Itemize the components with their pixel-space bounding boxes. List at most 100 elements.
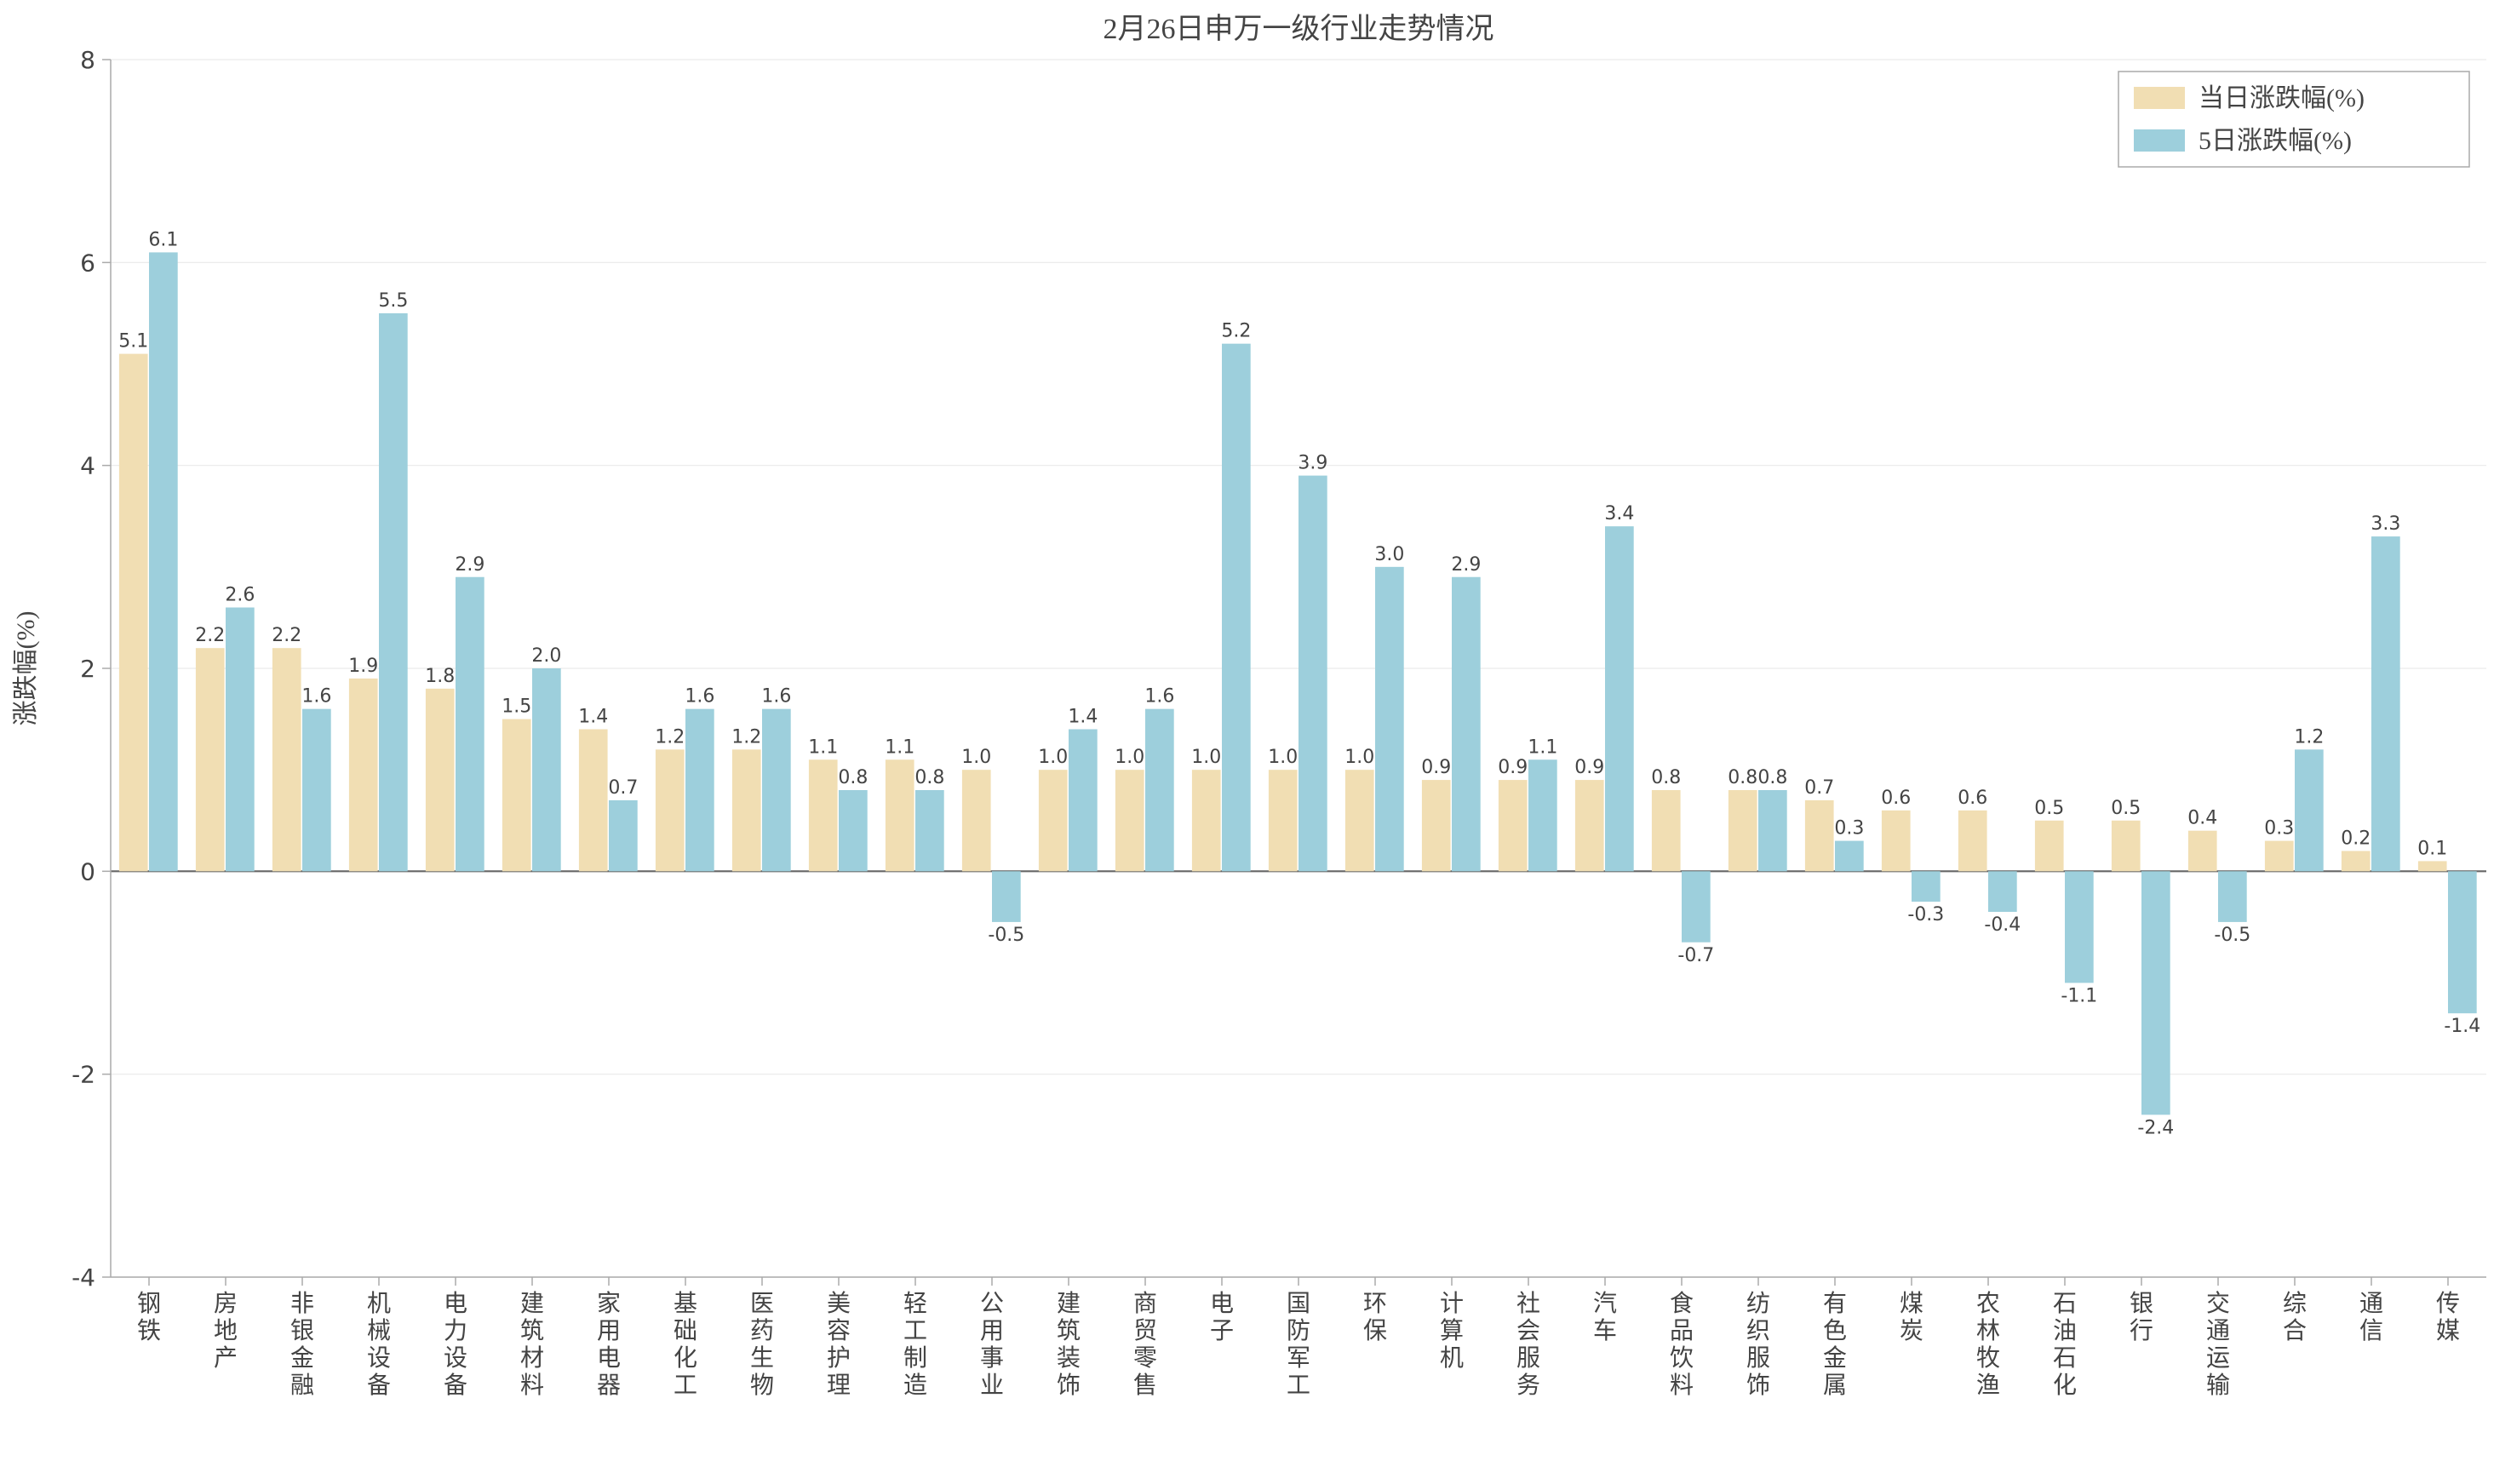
bar-chart: -4-2024682月26日申万一级行业走势情况涨跌幅(%)5.16.1钢铁2.… (0, 0, 2511, 1484)
bar-daily (962, 770, 991, 871)
bar-value-label: 2.2 (272, 625, 301, 646)
x-tick-label: 料 (1670, 1372, 1694, 1399)
x-tick-label: 造 (903, 1372, 927, 1399)
bar-value-label: 3.9 (1298, 453, 1327, 474)
bar-five_day (379, 313, 408, 871)
x-tick-label: 制 (903, 1344, 927, 1372)
bar-daily (1575, 780, 1604, 871)
x-tick-label: 装 (1057, 1344, 1081, 1372)
bar-daily (1115, 770, 1144, 871)
x-tick-label: 运 (2206, 1345, 2230, 1372)
bar-five_day (1605, 526, 1634, 871)
bar-five_day (1145, 709, 1174, 872)
chart-title: 2月26日申万一级行业走势情况 (1104, 13, 1494, 45)
bar-value-label: 1.6 (1144, 686, 1174, 708)
x-tick-label: 信 (2359, 1317, 2383, 1344)
bar-daily (426, 689, 455, 872)
x-tick-label: 地 (214, 1317, 238, 1344)
bar-value-label: 1.1 (808, 736, 838, 758)
bar-value-label: -0.5 (988, 925, 1024, 946)
bar-value-label: 1.0 (1038, 747, 1068, 768)
bar-value-label: 0.8 (1757, 767, 1787, 788)
bar-five_day (1758, 790, 1787, 871)
x-tick-label: 饰 (1057, 1372, 1081, 1399)
x-tick-label: 金 (290, 1344, 314, 1372)
bar-value-label: 6.1 (148, 229, 178, 250)
legend-label: 5日涨跌幅(%) (2199, 127, 2352, 155)
bar-five_day (149, 252, 178, 871)
x-tick-label: 车 (1593, 1317, 1617, 1344)
bar-value-label: 0.1 (2417, 838, 2447, 859)
bar-daily (2418, 861, 2447, 871)
legend-swatch (2134, 129, 2185, 152)
bar-value-label: 0.8 (1651, 767, 1681, 788)
bar-value-label: 1.0 (961, 747, 991, 768)
x-tick-label: 售 (1133, 1372, 1157, 1399)
bar-five_day (1912, 871, 1941, 902)
x-tick-label: 金 (1823, 1344, 1847, 1372)
bar-value-label: 1.6 (685, 686, 714, 708)
bar-daily (502, 719, 531, 872)
bar-five_day (1528, 759, 1557, 871)
bar-value-label: 5.1 (118, 331, 148, 352)
x-tick-label: 汽 (1593, 1290, 1617, 1317)
bar-value-label: 0.3 (1834, 818, 1864, 839)
x-tick-label: 综 (2283, 1290, 2307, 1317)
bar-daily (809, 759, 838, 871)
bar-value-label: 0.3 (2264, 818, 2294, 839)
x-tick-label: 织 (1746, 1317, 1770, 1344)
x-tick-label: 饮 (1670, 1344, 1694, 1372)
x-tick-label: 事 (980, 1344, 1004, 1372)
bar-value-label: 0.2 (2341, 828, 2371, 850)
bar-value-label: 1.0 (1268, 747, 1298, 768)
bar-five_day (2448, 871, 2477, 1013)
x-tick-label: 农 (1976, 1290, 2000, 1317)
x-tick-label: 工 (674, 1372, 697, 1399)
x-tick-label: 品 (1670, 1318, 1694, 1344)
x-tick-label: 渔 (1976, 1372, 2000, 1399)
bar-value-label: 0.8 (838, 767, 868, 788)
bar-value-label: 0.7 (608, 777, 638, 799)
x-tick-label: 银 (290, 1317, 314, 1344)
x-tick-label: 药 (750, 1317, 774, 1344)
bar-value-label: 0.7 (1804, 777, 1834, 799)
bar-daily (732, 749, 761, 871)
bar-value-label: 0.4 (2187, 808, 2217, 829)
y-tick-label: 0 (80, 857, 95, 885)
x-tick-label: 防 (1287, 1317, 1310, 1344)
bar-five_day (992, 871, 1021, 922)
x-tick-label: 电 (444, 1290, 467, 1317)
x-tick-label: 用 (980, 1318, 1004, 1344)
bar-daily (349, 679, 378, 871)
bar-daily (1269, 770, 1298, 871)
x-tick-label: 工 (903, 1318, 927, 1344)
x-tick-label: 输 (2206, 1372, 2230, 1399)
bar-five_day (302, 709, 331, 872)
bar-value-label: 0.9 (1421, 757, 1451, 778)
bar-daily (579, 730, 608, 872)
x-tick-label: 医 (750, 1291, 774, 1317)
x-tick-label: 公 (980, 1291, 1004, 1317)
x-tick-label: 工 (1287, 1372, 1310, 1399)
x-tick-label: 产 (214, 1344, 238, 1372)
x-tick-label: 备 (444, 1372, 467, 1399)
bar-five_day (839, 790, 868, 871)
x-tick-label: 理 (827, 1372, 851, 1399)
bar-daily (119, 354, 148, 872)
bar-value-label: -0.7 (1677, 945, 1714, 966)
x-tick-label: 社 (1516, 1290, 1540, 1317)
x-tick-label: 设 (444, 1345, 467, 1372)
bar-value-label: 0.6 (1958, 788, 1987, 809)
bar-value-label: 1.6 (301, 686, 331, 708)
x-tick-label: 钢 (137, 1290, 161, 1317)
bar-five_day (609, 800, 638, 871)
x-tick-label: 轻 (903, 1290, 927, 1317)
x-tick-label: 建 (520, 1290, 544, 1317)
x-tick-label: 容 (827, 1317, 851, 1344)
x-tick-label: 非 (290, 1290, 314, 1317)
bar-daily (2188, 831, 2217, 872)
bar-value-label: 1.2 (655, 726, 685, 748)
bar-daily (1039, 770, 1068, 871)
x-tick-label: 商 (1133, 1290, 1157, 1317)
bar-daily (1499, 780, 1528, 871)
